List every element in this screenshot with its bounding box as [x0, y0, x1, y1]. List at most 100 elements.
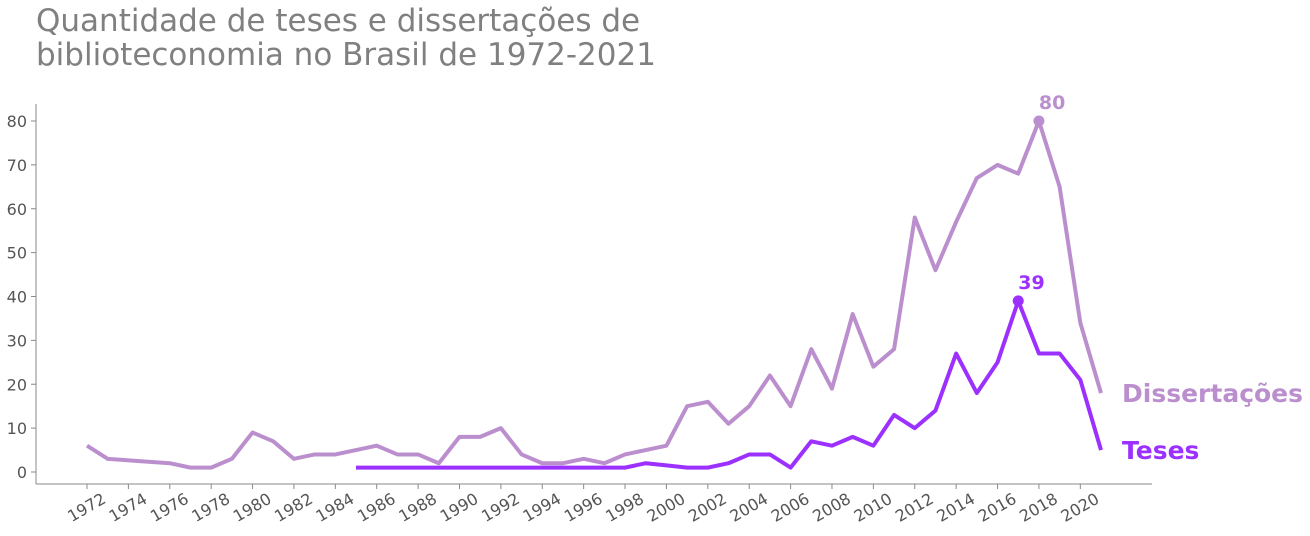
- x-tick-label: 2006: [768, 489, 813, 526]
- x-tick-label: 1988: [395, 489, 440, 526]
- y-tick-label: 60: [7, 200, 27, 219]
- y-tick-label: 0: [17, 463, 27, 482]
- chart-title: Quantidade de teses e dissertações de bi…: [36, 3, 656, 73]
- series-group: [85, 115, 1103, 470]
- data-point: [520, 452, 524, 456]
- data-point: [1058, 185, 1062, 189]
- data-point: [168, 461, 172, 465]
- data-point: [706, 466, 710, 470]
- data-point: [437, 461, 441, 465]
- peak-marker: [1012, 295, 1024, 307]
- data-point: [871, 365, 875, 369]
- data-point: [209, 466, 213, 470]
- data-point: [395, 466, 399, 470]
- data-point: [871, 444, 875, 448]
- data-point: [416, 452, 420, 456]
- peak-label: 39: [1018, 272, 1044, 294]
- data-point: [768, 452, 772, 456]
- data-point: [954, 220, 958, 224]
- data-point: [85, 444, 89, 448]
- y-tick-label: 30: [7, 331, 27, 350]
- series-labels: 80 Dissertações 39 Teses: [1018, 92, 1303, 465]
- data-point: [437, 466, 441, 470]
- data-point: [375, 466, 379, 470]
- data-point: [664, 463, 668, 467]
- axes: [35, 104, 1152, 485]
- y-axis-ticks: 0 10 20 30 40 50 60 70 80: [7, 112, 36, 482]
- data-point: [747, 452, 751, 456]
- data-point: [933, 409, 937, 413]
- data-point: [416, 466, 420, 470]
- data-point: [188, 466, 192, 470]
- x-tick-label: 1982: [271, 489, 316, 526]
- data-point: [271, 439, 275, 443]
- x-tick-label: 2010: [851, 489, 896, 526]
- data-point: [664, 444, 668, 448]
- data-point: [313, 452, 317, 456]
- data-point: [768, 373, 772, 377]
- data-point: [1058, 352, 1062, 356]
- data-point: [913, 216, 917, 220]
- data-point: [354, 466, 358, 470]
- data-point: [644, 461, 648, 465]
- x-tick-label: 1990: [437, 489, 482, 526]
- data-point: [478, 435, 482, 439]
- data-point: [809, 439, 813, 443]
- data-point: [540, 461, 544, 465]
- x-tick-label: 1994: [520, 489, 565, 526]
- data-point: [106, 457, 110, 461]
- y-tick-label: 50: [7, 244, 27, 263]
- x-tick-label: 2020: [1058, 489, 1103, 526]
- data-point: [644, 448, 648, 452]
- x-tick-label: 1976: [147, 489, 192, 526]
- x-tick-label: 1972: [64, 489, 109, 526]
- data-point: [457, 466, 461, 470]
- x-tick-label: 1980: [230, 489, 275, 526]
- data-point: [996, 360, 1000, 364]
- data-point: [809, 347, 813, 351]
- data-point: [520, 466, 524, 470]
- x-tick-label: 1984: [313, 489, 358, 526]
- data-point: [540, 466, 544, 470]
- x-tick-label: 2016: [975, 489, 1020, 526]
- data-point: [789, 404, 793, 408]
- data-point: [561, 466, 565, 470]
- data-point: [602, 461, 606, 465]
- data-point: [996, 163, 1000, 167]
- x-tick-label: 2012: [892, 489, 937, 526]
- data-point: [975, 391, 979, 395]
- x-axis-ticks: 1972197419761978198019821984198619881990…: [64, 484, 1102, 526]
- data-point: [395, 452, 399, 456]
- data-point: [830, 444, 834, 448]
- data-point: [457, 435, 461, 439]
- data-point: [851, 435, 855, 439]
- data-point: [582, 457, 586, 461]
- data-point: [727, 461, 731, 465]
- peak-marker: [1033, 115, 1045, 127]
- series-name-label: Dissertações: [1122, 379, 1303, 408]
- data-point: [251, 431, 255, 435]
- x-tick-label: 1986: [354, 489, 399, 526]
- data-point: [1016, 172, 1020, 176]
- data-point: [623, 466, 627, 470]
- data-point: [747, 404, 751, 408]
- data-point: [892, 413, 896, 417]
- data-point: [975, 176, 979, 180]
- data-point: [789, 466, 793, 470]
- series-line: [85, 119, 1103, 470]
- data-point: [602, 466, 606, 470]
- y-tick-label: 40: [7, 288, 27, 307]
- data-point: [1078, 321, 1082, 325]
- data-point: [1037, 352, 1041, 356]
- series-name-label: Teses: [1122, 436, 1199, 465]
- data-point: [830, 387, 834, 391]
- series-line: [356, 298, 1103, 470]
- peak-label: 80: [1039, 92, 1065, 114]
- data-point: [913, 426, 917, 430]
- x-tick-label: 2014: [933, 489, 978, 526]
- data-point: [954, 352, 958, 356]
- x-tick-label: 2000: [644, 489, 689, 526]
- y-tick-label: 10: [7, 419, 27, 438]
- data-point: [685, 466, 689, 470]
